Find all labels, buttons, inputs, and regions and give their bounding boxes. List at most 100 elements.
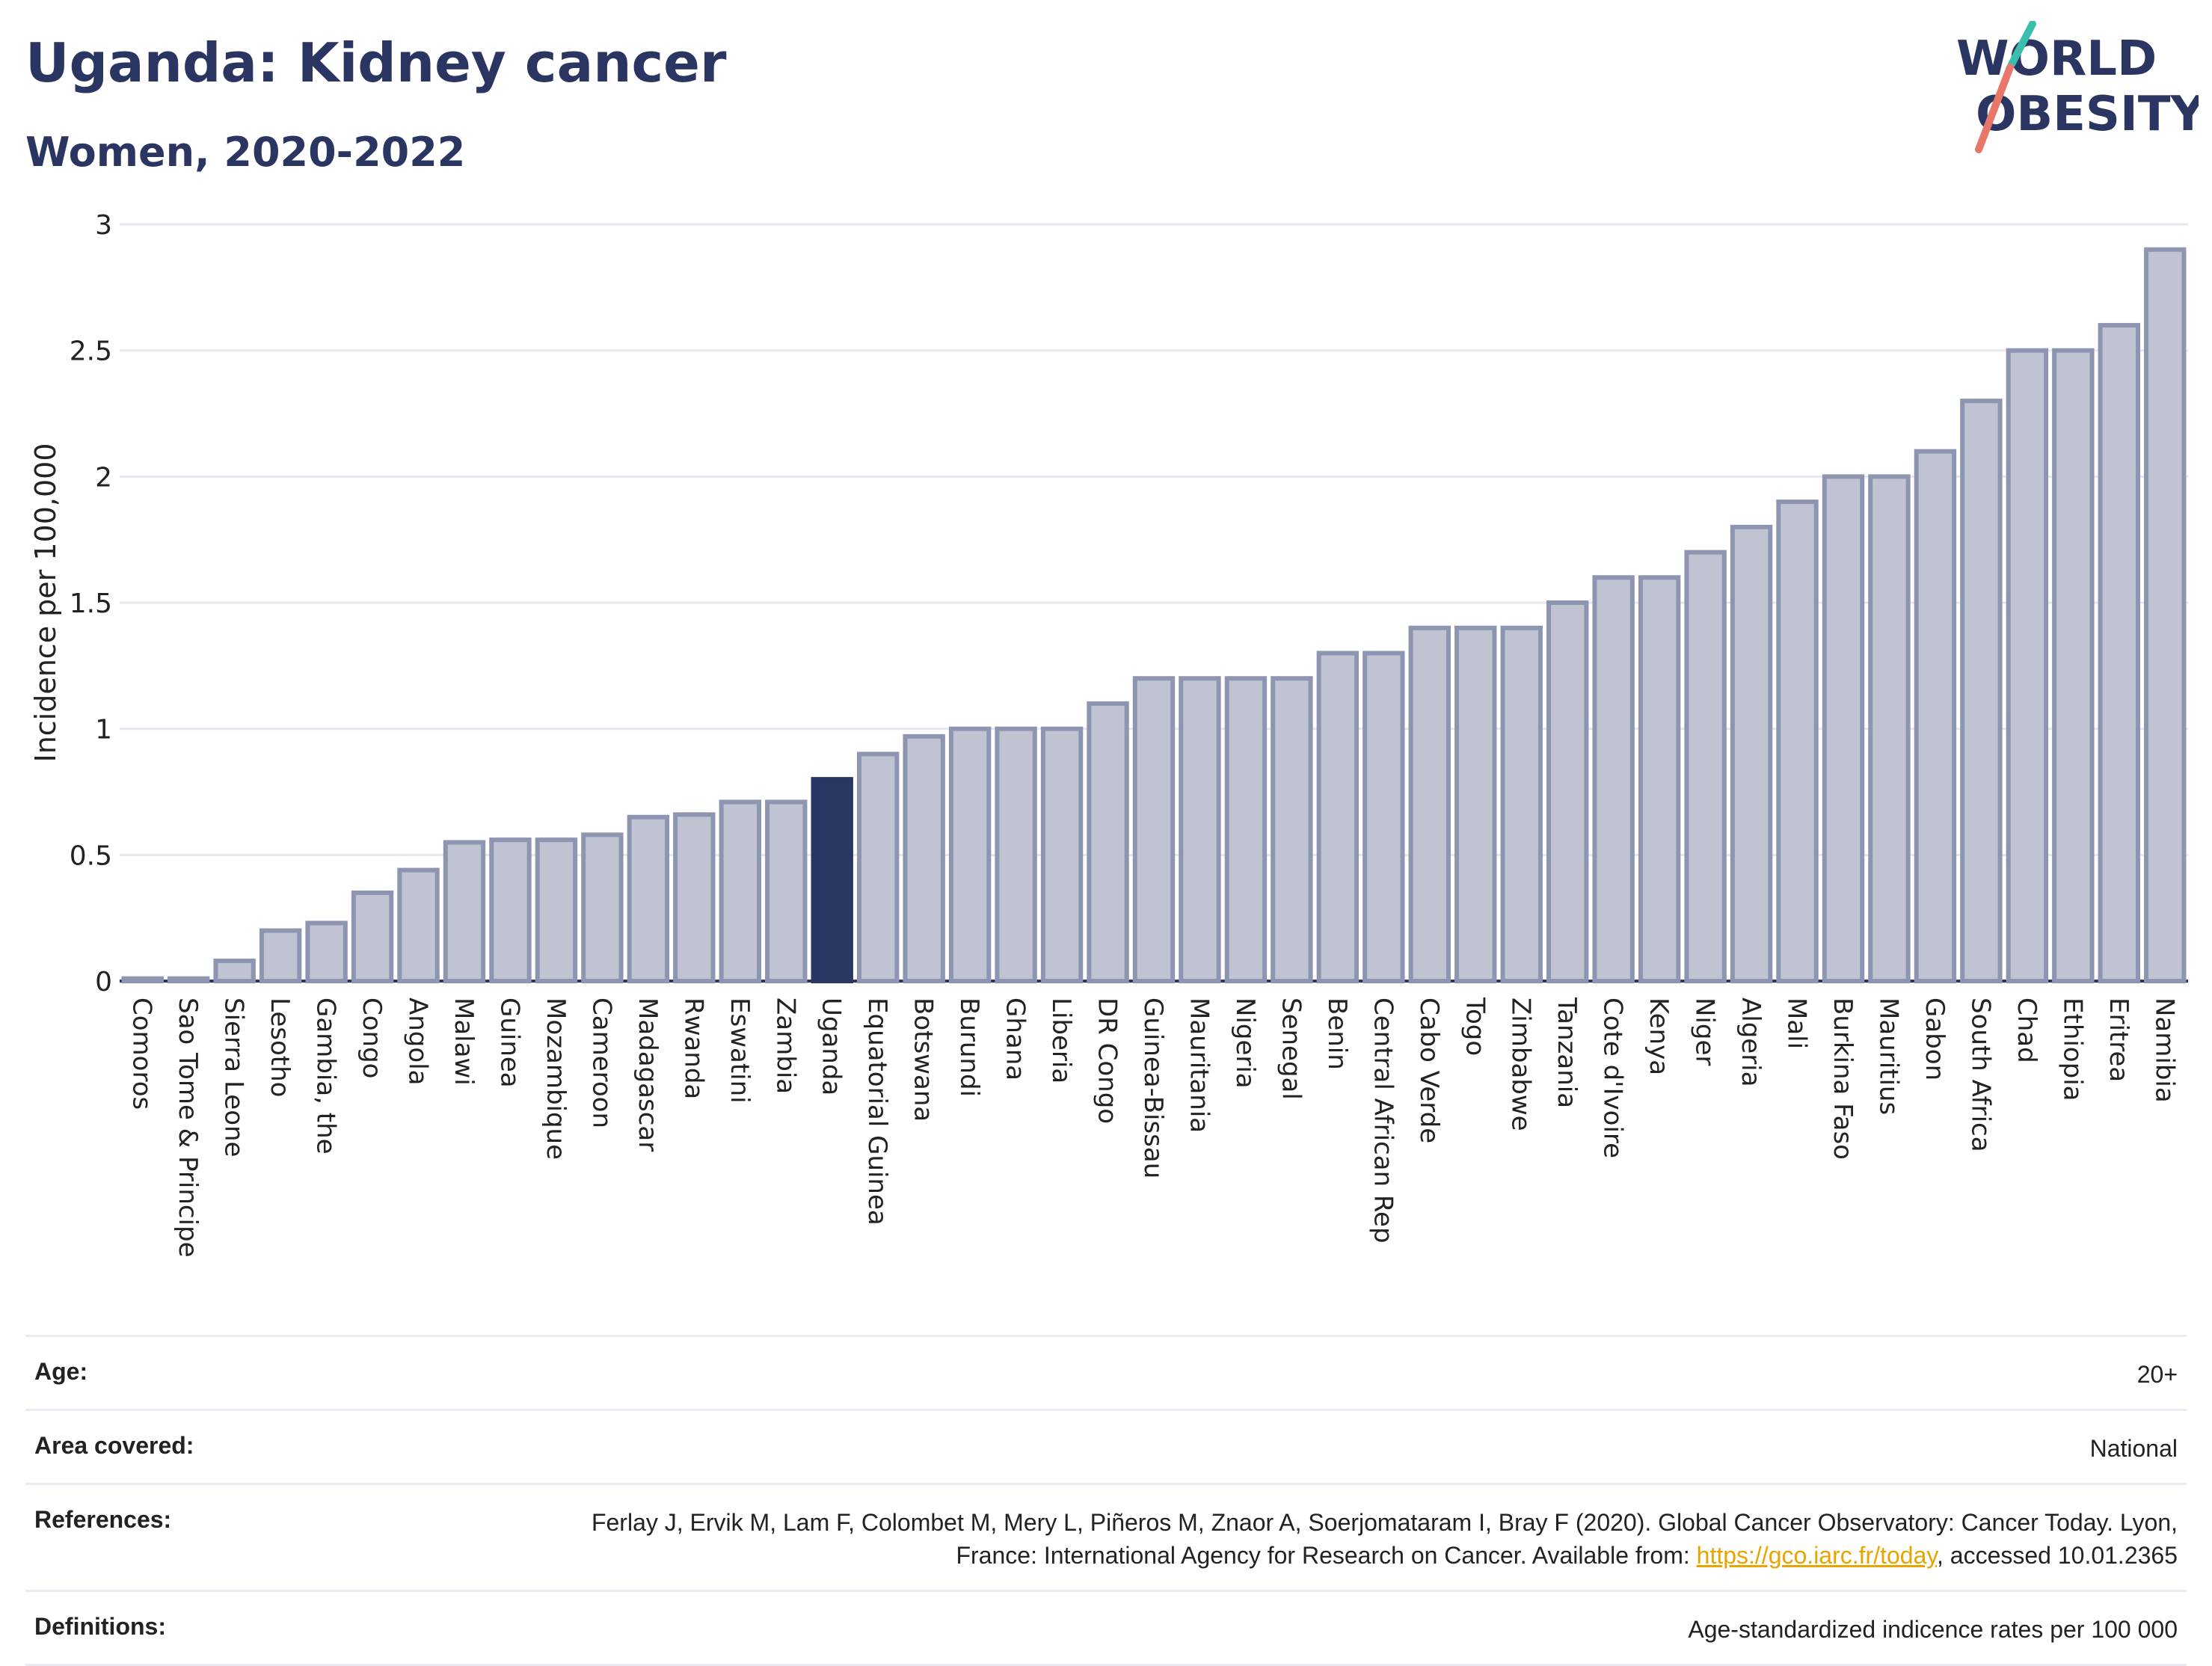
bar-rwanda <box>673 812 716 983</box>
bar-malawi <box>443 840 486 984</box>
bar-namibia <box>2144 247 2187 983</box>
x-tick-label: Madagascar <box>633 998 663 1152</box>
bar-guinea-bissau <box>1132 676 1176 983</box>
x-tick-label: Mozambique <box>541 998 571 1160</box>
world-obesity-logo: WORLD OBESITY <box>1956 21 2199 153</box>
bar-ghana <box>995 726 1037 984</box>
x-axis-ticks: Comoros Sao Tome & Principe Sierra Leone Le… <box>127 997 2180 1258</box>
x-tick-label: Lesotho <box>265 998 295 1097</box>
x-tick-label: Uganda <box>817 998 847 1095</box>
bar-uganda <box>811 777 853 983</box>
bar-cabo-verde <box>1408 625 1451 983</box>
chart-subtitle: Women, 2020-2022 <box>25 129 466 176</box>
bar-congo <box>351 890 394 984</box>
x-tick-label: Sao Tome & Principe <box>173 998 203 1258</box>
x-tick-label: Rwanda <box>678 998 708 1099</box>
x-tick-label: Comoros <box>127 998 157 1110</box>
logo-slash-coral <box>1975 64 2014 153</box>
metadata-table: Age: 20+ Area covered: National Referenc… <box>25 1335 2187 1666</box>
bar-central-african-rep <box>1362 651 1405 983</box>
x-tick-label: Mauritania <box>1184 998 1214 1133</box>
meta-row-age: Age: 20+ <box>25 1335 2187 1409</box>
bar-dr-congo <box>1087 701 1129 984</box>
meta-value: 20+ <box>2136 1361 2178 1388</box>
bar-chart: 0 0.5 1 1.5 2 2.5 3 Comoros Sao Tome & Principe… <box>29 210 2188 1258</box>
bar-comoros <box>121 976 164 984</box>
x-tick-label: Zimbabwe <box>1506 998 1536 1131</box>
bar-gabon <box>1914 449 1957 983</box>
bar-eswatini <box>719 799 762 983</box>
x-tick-label: Tanzania <box>1552 997 1582 1108</box>
x-tick-label: Mali <box>1782 998 1812 1049</box>
bar-ethiopia <box>2052 348 2095 983</box>
x-tick-label: Algeria <box>1736 998 1766 1086</box>
x-tick-label: Nigeria <box>1230 998 1260 1089</box>
bar-nigeria <box>1224 676 1268 983</box>
x-tick-label: Benin <box>1322 998 1352 1070</box>
x-tick-label: Eswatini <box>725 998 755 1104</box>
bars <box>121 247 2187 984</box>
meta-label: Area covered: <box>34 1432 194 1459</box>
bar-guinea <box>489 837 532 984</box>
bar-liberia <box>1040 726 1084 984</box>
bar-angola <box>397 867 440 984</box>
x-tick-label: Congo <box>357 998 387 1078</box>
bar-benin <box>1316 651 1360 983</box>
bar-lesotho <box>259 928 302 983</box>
bar-mali <box>1776 500 1819 983</box>
y-axis-label: Incidence per 100,000 <box>29 443 62 762</box>
bar-chad <box>2006 348 2049 983</box>
x-tick-label: DR Congo <box>1093 998 1122 1124</box>
x-tick-label: Burundi <box>954 998 984 1097</box>
bar-burundi <box>948 726 992 984</box>
y-tick-label: 0 <box>95 967 112 998</box>
reference-suffix: , accessed 10.01.2365 <box>1936 1542 2178 1569</box>
bar-niger <box>1684 550 1727 983</box>
reference-link[interactable]: https://gco.iarc.fr/today <box>1696 1542 1937 1569</box>
x-tick-label: Sierra Leone <box>219 998 249 1157</box>
x-tick-label: Central African Rep <box>1368 998 1398 1244</box>
bar-zambia <box>765 799 808 983</box>
y-tick-label: 0.5 <box>70 840 112 871</box>
bar-burkina-faso <box>1822 474 1865 983</box>
x-tick-label: Guinea-Bissau <box>1138 998 1168 1178</box>
x-tick-label: Liberia <box>1046 998 1076 1083</box>
bar-equatorial-guinea <box>856 751 900 984</box>
x-tick-label: South Africa <box>1965 998 1995 1152</box>
x-tick-label: Cabo Verde <box>1414 998 1444 1143</box>
bar-sao-tome-principe <box>167 976 210 984</box>
x-tick-label: Kenya <box>1644 998 1674 1075</box>
y-axis-ticks: 0 0.5 1 1.5 2 2.5 3 <box>70 210 112 998</box>
bar-algeria <box>1730 524 1773 983</box>
x-tick-label: Namibia <box>2149 998 2179 1103</box>
x-tick-label: Eritrea <box>2104 998 2133 1082</box>
logo-line2: OBESITY <box>1976 87 2199 142</box>
bar-senegal <box>1271 676 1313 983</box>
logo-line1: WORLD <box>1956 31 2157 87</box>
meta-value: Age-standardized indicence rates per 100… <box>1688 1616 2178 1643</box>
bar-tanzania <box>1546 600 1589 983</box>
x-tick-label: Equatorial Guinea <box>862 998 892 1226</box>
x-tick-label: Malawi <box>449 998 479 1086</box>
x-tick-label: Burkina Faso <box>1828 998 1858 1160</box>
x-tick-label: Ethiopia <box>2057 998 2087 1101</box>
x-tick-label: Guinea <box>494 998 524 1088</box>
bar-madagascar <box>627 814 670 983</box>
bar-south-africa <box>1960 399 2003 983</box>
meta-row-references: References: Ferlay J, Ervik M, Lam F, Co… <box>25 1483 2187 1590</box>
x-tick-label: Zambia <box>770 998 800 1094</box>
bar-gambia-the <box>305 920 348 983</box>
x-tick-label: Botswana <box>909 998 938 1122</box>
x-tick-label: Gabon <box>1920 998 1950 1081</box>
y-tick-label: 2 <box>95 462 112 493</box>
bar-cote-d-ivoire <box>1592 575 1635 983</box>
x-tick-label: Cote d'Ivoire <box>1598 998 1628 1158</box>
x-tick-label: Senegal <box>1276 998 1306 1100</box>
bar-sierra-leone <box>213 959 256 983</box>
y-tick-label: 2.5 <box>70 336 112 367</box>
meta-label: References: <box>34 1506 172 1533</box>
bar-eritrea <box>2098 322 2141 983</box>
x-tick-label: Niger <box>1690 998 1720 1066</box>
bar-mozambique <box>535 837 578 984</box>
x-tick-label: Mauritius <box>1873 998 1903 1115</box>
